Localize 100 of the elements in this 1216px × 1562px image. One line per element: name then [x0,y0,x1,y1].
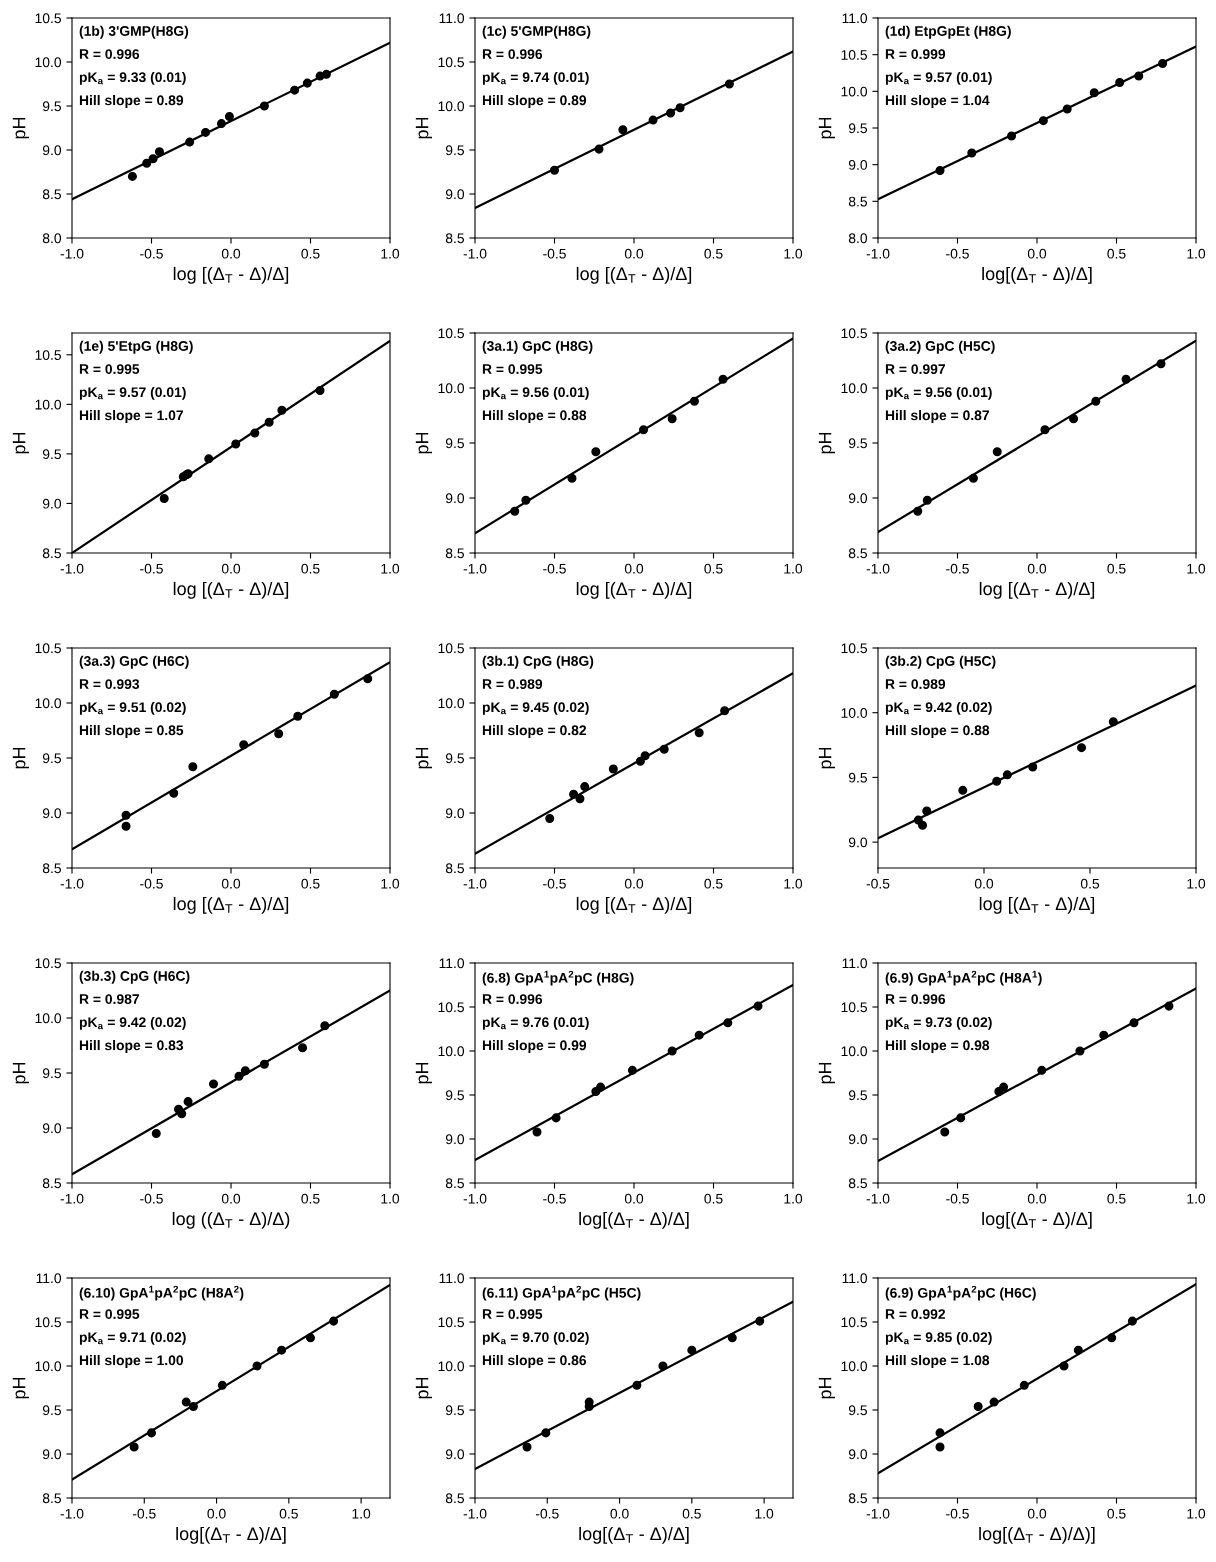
point [591,447,601,457]
y-axis-title: pH [415,1377,432,1399]
x-tick-label: 0.0 [1027,1193,1047,1204]
y-tick-label: 10.0 [841,86,868,97]
y-tick-label: 11.0 [842,958,868,969]
x-tick-label: 0.5 [1080,878,1100,889]
x-tick-label: -0.5 [543,1193,566,1204]
y-tick-label: 9.5 [445,438,464,449]
y-tick-label: 8.5 [42,1493,61,1504]
y-tick-label: 9.0 [42,808,62,819]
y-tick-label: 9.0 [445,1134,465,1145]
y-axis-title: pH [12,747,29,769]
x-tick-label: 0.5 [682,1508,701,1519]
y-tick-label: 11.0 [842,1273,868,1284]
point [618,125,628,135]
annotation: pK$_{a}$ = 9.85 (0.02) [885,1331,992,1345]
annotation: Hill slope = 0.83 [79,1040,184,1053]
y-tick-label: 9.0 [42,498,62,509]
point [208,1079,219,1089]
point [940,1127,950,1137]
annotation: Hill slope = 0.82 [482,725,587,738]
point [532,1127,542,1137]
point [935,1442,945,1452]
x-tick-label: 1.0 [381,878,400,889]
point [181,1397,191,1407]
annotation: R = 0.996 [79,49,140,59]
y-tick-label: 9.5 [445,1090,464,1101]
x-tick-label: -0.5 [543,878,566,889]
x-tick-label: -0.5 [946,248,969,259]
point [274,729,284,739]
annotation: Hill slope = 1.00 [79,1355,184,1368]
x-tick-label: -1.0 [866,1193,890,1204]
y-tick-label: 9.0 [445,1449,465,1460]
y-tick-label: 8.5 [848,548,867,559]
y-tick-label: 9.5 [42,1068,61,1079]
x-tick-label: 0.5 [301,878,320,889]
y-tick-label: 9.5 [445,753,464,764]
x-tick-label: 1.0 [1187,878,1206,889]
y-tick-label: 9.5 [848,1090,867,1101]
x-tick-label: 0.0 [974,878,994,889]
y-tick-label: 9.5 [445,1405,464,1416]
annotation: (6.10) GpA$^{1}$pA$^{2}$pC (H8A$^{2}$) [79,1285,244,1301]
y-tick-label: 9.5 [42,101,61,112]
annotation: R = 0.999 [885,49,946,59]
annotation: pK$_{a}$ = 9.76 (0.01) [482,1016,589,1030]
y-tick-label: 10.0 [841,383,868,394]
annotation: (6.11) GpA$^{1}$pA$^{2}$pC (H5C) [482,1285,641,1301]
y-tick-label: 10.0 [35,1361,62,1372]
x-tick-label: -0.5 [946,1508,969,1519]
x-tick-label: 1.0 [1187,563,1206,574]
y-tick-label: 10.5 [438,1002,464,1013]
x-axis-title: log [(Δ$_{T}$ - Δ)/Δ] [173,896,289,914]
y-tick-label: 11.0 [842,13,868,24]
y-tick-label: 9.5 [848,438,867,449]
y-tick-label: 9.0 [445,493,465,504]
x-tick-label: 0.5 [1107,248,1126,259]
x-tick-label: 0.0 [610,1508,629,1519]
annotation: R = 0.997 [885,364,945,374]
x-tick-label: 0.5 [1107,1508,1126,1519]
point [298,1043,308,1053]
annotation: Hill slope = 0.99 [482,1040,587,1053]
x-tick-label: -1.0 [60,878,84,889]
x-tick-label: -1.0 [866,563,890,574]
annotation: (1d) EtpGpEt (H8G) [885,25,1011,39]
x-tick-label: -0.5 [535,1508,559,1519]
y-axis-title: pH [415,432,432,454]
y-tick-label: 10.5 [35,643,61,654]
annotation: pK$_{a}$ = 9.74 (0.01) [482,71,589,85]
point [580,782,590,792]
y-tick-label: 10.0 [35,1013,62,1024]
x-tick-label: -0.5 [946,1193,969,1204]
y-tick-label: 9.5 [445,145,464,156]
y-tick-label: 8.5 [42,863,61,874]
x-axis-title: log [(Δ$_{T}$ - Δ)/Δ] [979,896,1095,914]
y-axis-title: pH [415,1062,432,1084]
y-axis-title: pH [818,432,835,454]
y-tick-label: 9.5 [42,449,61,460]
annotation: (3b.1) CpG (H8G) [482,655,594,669]
x-tick-label: -1.0 [463,1508,487,1519]
point [973,1401,983,1412]
point [608,764,618,774]
x-tick-label: 0.0 [624,563,644,574]
x-tick-label: 1.0 [784,878,803,889]
x-tick-label: -0.5 [132,1508,156,1519]
annotation: (6.9) GpA$^{1}$pA$^{2}$pC (H8A$^{1}$) [885,970,1042,986]
y-tick-label: 10.5 [35,13,61,24]
y-tick-label: 10.5 [35,958,61,969]
x-tick-label: 1.0 [1187,248,1206,259]
y-axis-title: pH [12,117,29,139]
annotation: pK$_{a}$ = 9.51 (0.02) [79,701,186,715]
y-tick-label: 10.5 [438,57,464,68]
y-tick-label: 8.5 [42,1178,61,1189]
point [522,1442,532,1452]
y-tick-label: 11.0 [439,13,465,24]
y-tick-label: 10.5 [35,350,61,360]
x-tick-label: 0.0 [221,1193,241,1204]
y-tick-label: 9.0 [848,1449,868,1460]
annotation: R = 0.992 [885,1309,946,1319]
x-tick-label: 1.0 [1187,1508,1206,1519]
annotation: Hill slope = 0.86 [482,1355,587,1368]
